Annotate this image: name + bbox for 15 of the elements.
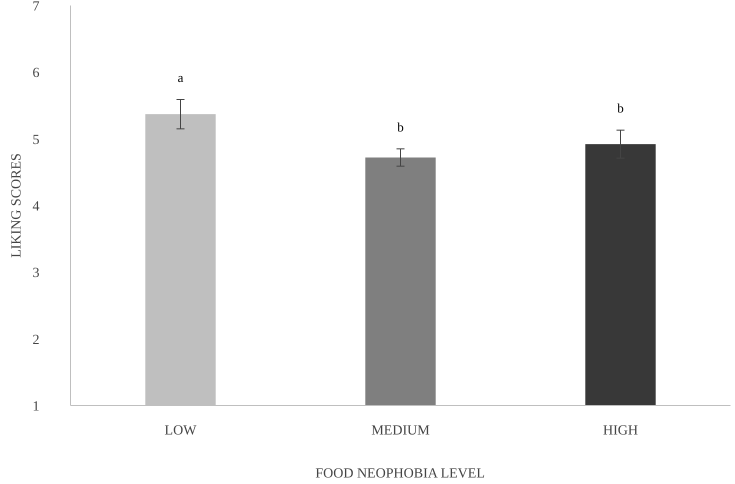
y-tick-label: 7 <box>32 0 40 14</box>
y-tick-label: 6 <box>32 66 40 82</box>
x-tick-label: HIGH <box>603 424 638 438</box>
y-tick-label: 3 <box>32 266 40 282</box>
x-tick-label: MEDIUM <box>371 424 430 438</box>
annotation: b <box>397 119 404 134</box>
x-tick-label: LOW <box>164 424 198 438</box>
y-tick-label: 4 <box>32 200 40 214</box>
y-tick-label: 1 <box>32 400 40 414</box>
y-tick-label: 5 <box>32 132 40 148</box>
y-axis-title: LIKING SCORES <box>10 153 24 258</box>
annotation: b <box>617 100 624 116</box>
y-tick-label: 2 <box>32 332 40 348</box>
x-axis-title: FOOD NEOPHOBIA LEVEL <box>315 466 485 482</box>
annotation: a <box>178 70 184 85</box>
